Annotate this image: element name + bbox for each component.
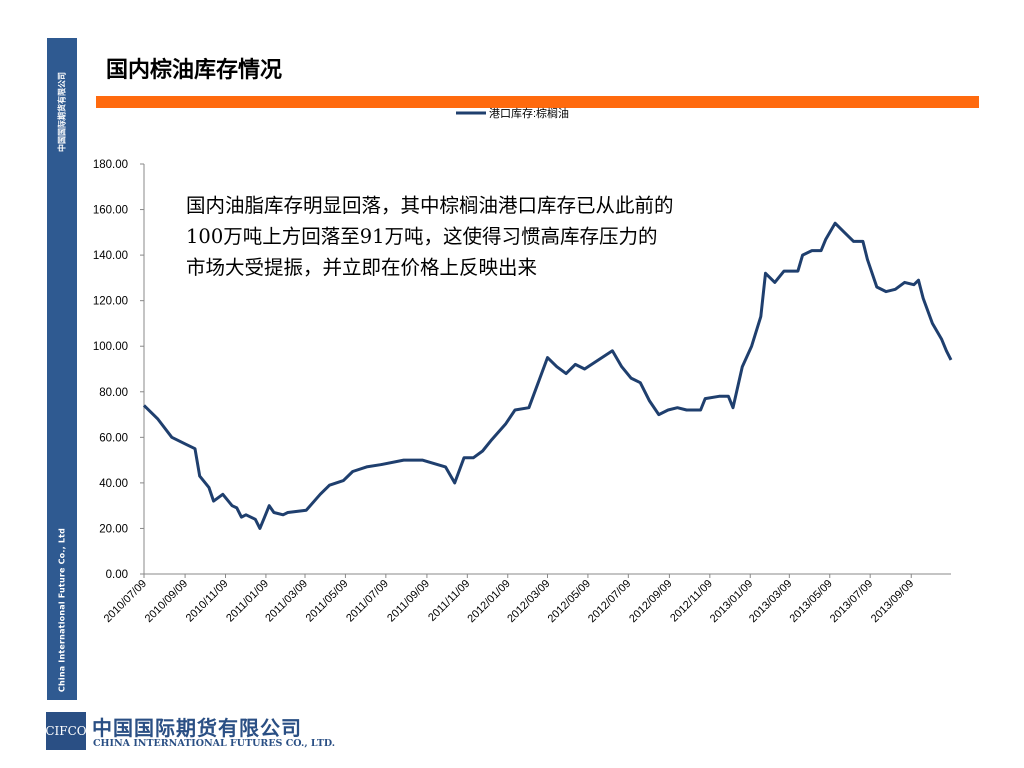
y-tick-label: 100.00 xyxy=(93,341,128,353)
x-tick-label: 2010/07/09 xyxy=(102,578,149,625)
x-tick-label: 2012/05/09 xyxy=(546,578,593,625)
annotation-text: 国内油脂库存明显回落，其中棕榈油港口库存已从此前的100万吨上方回落至91万吨，… xyxy=(186,194,674,279)
x-tick-label: 2011/03/09 xyxy=(263,578,310,625)
page-title: 国内棕油库存情况 xyxy=(106,58,283,83)
series-line xyxy=(142,221,953,530)
y-tick-label: 40.00 xyxy=(99,478,128,490)
x-tick-label: 2011/05/09 xyxy=(304,578,351,625)
title-accent-bar xyxy=(96,96,979,108)
y-tick-label: 80.00 xyxy=(99,387,128,399)
x-ticks: 2010/07/092010/09/092010/11/092011/01/09… xyxy=(102,574,916,625)
y-ticks: 0.00 20.00 40.00 60.00 80.00 100.00 120.00 140.… xyxy=(93,159,144,581)
x-tick-label: 2011/07/09 xyxy=(344,578,391,625)
y-tick-label: 60.00 xyxy=(99,432,128,444)
legend-label: 港口库存:棕榈油 xyxy=(489,106,569,120)
sidebar-company-cn: 中国国际期货有限公司 xyxy=(57,72,67,152)
line-chart: 港口库存:棕榈油 0.00 20.00 40.00 60.00 80.00 100.00 1… xyxy=(93,106,953,625)
y-tick-label: 180.00 xyxy=(93,159,128,171)
legend: 港口库存:棕榈油 xyxy=(456,106,569,120)
x-tick-label: 2013/03/09 xyxy=(747,578,794,625)
cifco-logo: CIFCO xyxy=(45,712,87,750)
y-tick-label: 160.00 xyxy=(93,205,128,217)
x-tick-label: 2010/09/09 xyxy=(143,578,190,625)
sidebar-band xyxy=(47,38,77,700)
logo-company-cn: 中国国际期货有限公司 xyxy=(92,716,302,740)
x-tick-label: 2013/09/09 xyxy=(869,578,916,625)
x-tick-label: 2013/07/09 xyxy=(828,578,875,625)
y-tick-label: 140.00 xyxy=(93,250,128,262)
x-tick-label: 2011/09/09 xyxy=(385,578,432,625)
x-tick-label: 2012/09/09 xyxy=(627,578,674,625)
sidebar-company-en: China International Future Co., Ltd xyxy=(57,527,67,693)
x-tick-label: 2010/11/09 xyxy=(184,578,231,625)
x-tick-label: 2012/03/09 xyxy=(505,578,552,625)
x-tick-label: 2012/07/09 xyxy=(586,578,633,625)
y-tick-label: 0.00 xyxy=(106,569,128,581)
y-tick-label: 20.00 xyxy=(99,523,128,535)
logo-company-en: CHINA INTERNATIONAL FUTURES CO., LTD. xyxy=(93,738,336,749)
y-tick-label: 120.00 xyxy=(93,296,128,308)
x-tick-label: 2013/05/09 xyxy=(787,578,834,625)
